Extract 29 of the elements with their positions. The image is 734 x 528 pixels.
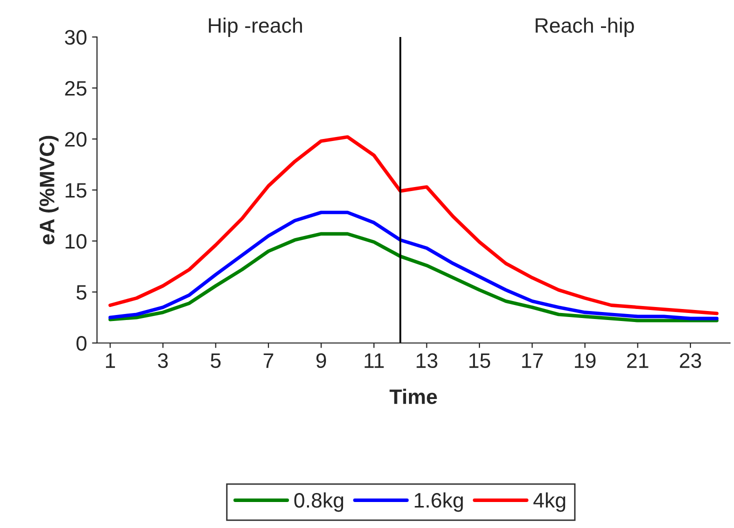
legend-label: 1.6kg [414, 492, 463, 512]
y-axis-title: eA (%MVC) [39, 136, 59, 244]
y-tick-label: 20 [65, 132, 86, 147]
x-tick-label: 1 [106, 353, 115, 368]
x-tick-label: 13 [416, 353, 438, 368]
x-tick-label: 15 [469, 353, 490, 368]
x-tick-label: 19 [574, 353, 596, 368]
x-axis-title: Time [390, 388, 437, 404]
x-tick-label: 5 [210, 353, 221, 368]
y-tick-label: 5 [76, 285, 86, 300]
line-series [108, 135, 719, 316]
y-tick-label: 10 [66, 234, 86, 249]
x-tick-label: 21 [627, 353, 648, 368]
y-tick-label: 25 [65, 81, 86, 96]
annotation: Reach -hip [536, 18, 634, 37]
y-tick-label: 30 [64, 30, 86, 45]
x-tick-label: 17 [522, 353, 543, 368]
x-tick-label: 23 [680, 353, 702, 368]
x-tick-label: 7 [264, 353, 274, 368]
x-tick-label: 9 [316, 353, 326, 368]
legend-label: 4kg [533, 492, 566, 512]
line-series [108, 232, 719, 322]
legend-label: 0.8kg [294, 492, 344, 512]
line-series [108, 210, 719, 320]
y-tick-label: 15 [66, 183, 86, 198]
y-tick-label: 0 [76, 336, 86, 351]
x-tick-label: 11 [364, 353, 384, 368]
x-tick-label: 3 [158, 353, 168, 368]
annotation: Hip -reach [208, 18, 302, 37]
